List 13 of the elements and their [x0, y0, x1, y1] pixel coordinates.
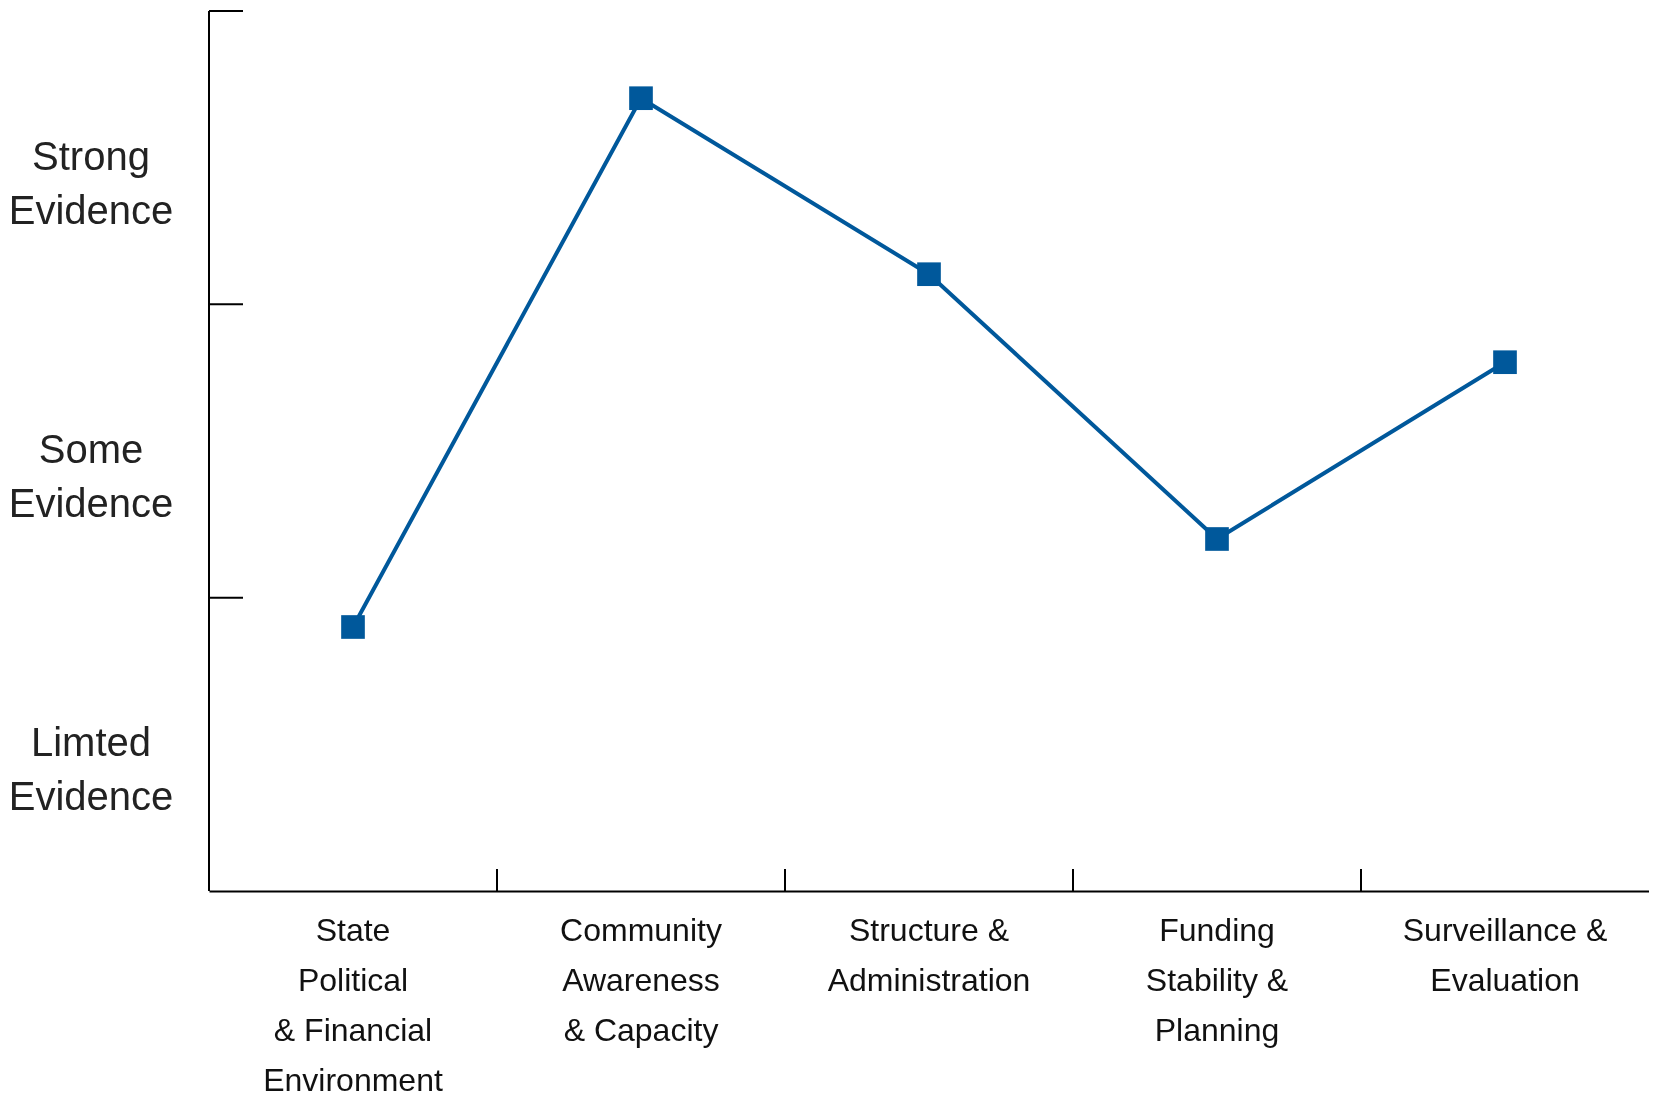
x-tick-label: Surveillance & Evaluation [1402, 911, 1608, 998]
point [341, 615, 365, 639]
point [1205, 527, 1229, 551]
point [917, 262, 941, 287]
text: Some Evidence [8, 427, 174, 525]
text: Limted Evidence [8, 720, 174, 819]
x-tick-label: Structure & Administration [827, 911, 1031, 998]
point [629, 86, 653, 111]
point [1493, 350, 1517, 375]
x-tick-label: Funding Stability & Planning [1145, 911, 1289, 1048]
x-tick-label: State Political & Financial Environment [263, 911, 443, 1098]
text: Strong Evidence [8, 133, 174, 232]
x-tick-label: Community Awareness & Capacity [560, 911, 722, 1048]
